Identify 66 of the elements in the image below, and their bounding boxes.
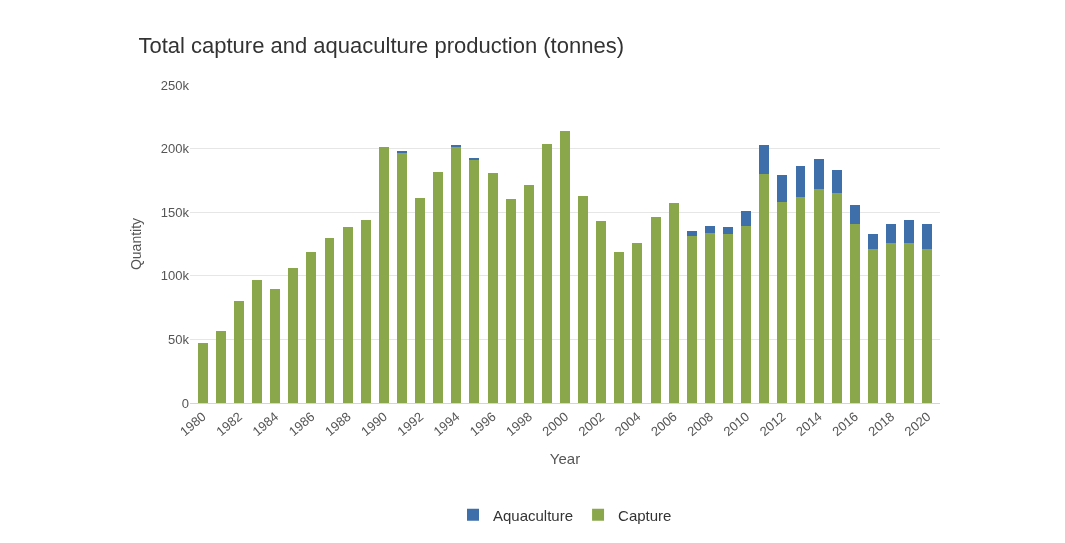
bar <box>886 223 897 243</box>
bar <box>904 219 915 243</box>
bar <box>632 242 643 403</box>
bar <box>324 237 335 403</box>
bar <box>288 268 299 403</box>
bar <box>451 147 462 403</box>
x-axis-title: Year <box>549 449 581 467</box>
bar <box>215 330 226 403</box>
bar <box>849 223 860 403</box>
chart-title: Total capture and aquaculture production (tonnes) <box>138 33 624 59</box>
bar <box>360 219 371 403</box>
y-tick-label: 100k <box>160 268 190 284</box>
bar <box>795 166 806 197</box>
y-axis-title: Quantity <box>128 217 145 271</box>
y-tick-label: 150k <box>160 204 190 220</box>
bar <box>469 160 480 403</box>
bar <box>831 170 842 194</box>
bar <box>723 233 734 403</box>
bar <box>560 130 570 403</box>
bar <box>904 242 915 403</box>
bar <box>686 231 697 237</box>
bar <box>777 202 788 403</box>
bar <box>686 236 697 403</box>
bar <box>596 221 607 403</box>
bar <box>922 249 933 403</box>
bar <box>614 251 625 403</box>
bar <box>252 279 263 403</box>
bar <box>759 174 770 403</box>
bar <box>650 217 661 403</box>
legend-label: Capture <box>618 506 672 524</box>
bar <box>378 147 389 403</box>
bar <box>777 175 788 203</box>
bar <box>578 195 589 403</box>
bar <box>541 143 552 403</box>
bar <box>831 193 842 403</box>
bar <box>704 226 715 233</box>
y-tick-label: 50k <box>168 331 190 347</box>
bar <box>886 242 897 403</box>
y-tick-label: 0 <box>181 395 189 411</box>
bar <box>849 204 860 224</box>
legend-label: Aquaculture <box>493 506 574 524</box>
bar <box>922 223 933 250</box>
y-tick-label: 250k <box>160 77 190 93</box>
bar <box>233 301 244 403</box>
bar <box>741 210 752 227</box>
bar <box>270 288 281 403</box>
bar <box>197 343 208 403</box>
bar <box>813 158 824 190</box>
bar <box>433 171 444 403</box>
bar <box>867 233 878 250</box>
bar <box>668 203 679 403</box>
bar <box>867 249 878 403</box>
bar <box>795 196 806 403</box>
bar <box>704 232 715 403</box>
bar <box>759 144 770 175</box>
y-tick-label: 200k <box>160 141 190 157</box>
bar <box>741 226 752 403</box>
bar <box>505 199 516 403</box>
bar <box>523 185 534 403</box>
bar <box>723 227 734 234</box>
bar <box>487 172 498 403</box>
bar <box>342 227 353 403</box>
bar <box>396 152 407 403</box>
bar <box>415 198 426 403</box>
bar <box>813 189 824 403</box>
bar <box>306 251 317 403</box>
